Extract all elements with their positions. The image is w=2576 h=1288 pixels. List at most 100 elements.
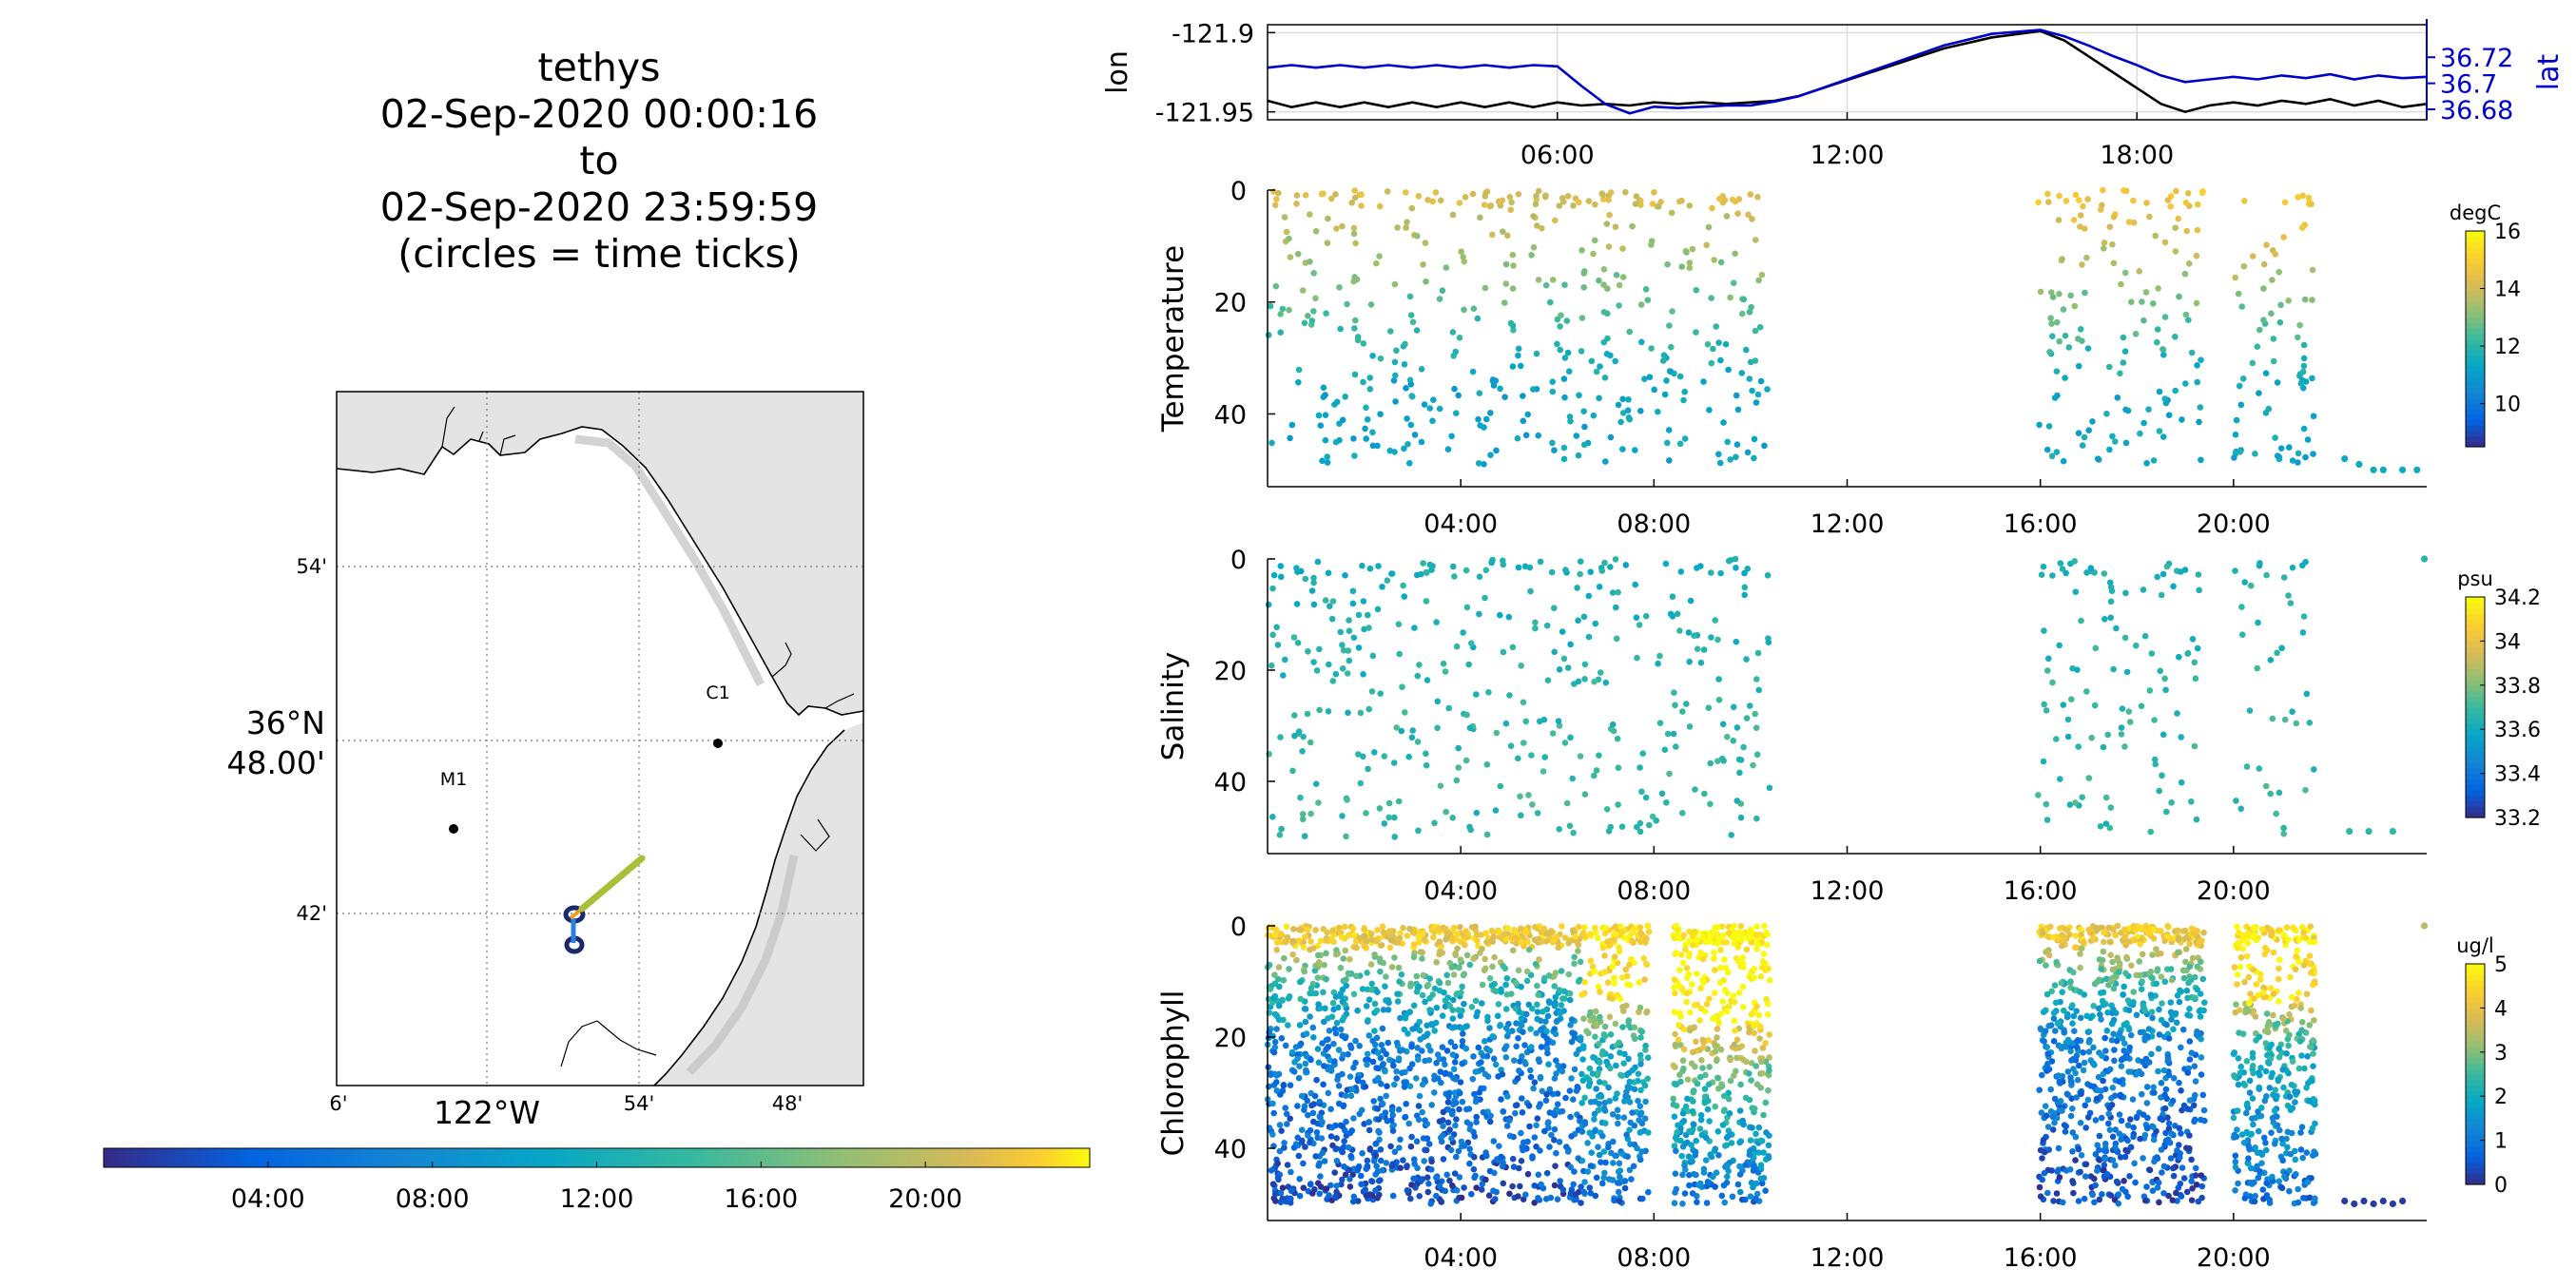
chlorophyll-point — [2145, 1059, 2153, 1066]
station-m1-marker — [449, 824, 458, 834]
salinity-point — [1753, 724, 1760, 731]
chlorophyll-point — [1531, 1134, 1539, 1141]
chlorophyll-point — [2067, 1112, 2075, 1120]
chlorophyll-point — [2081, 1059, 2088, 1067]
salinity-point — [1741, 584, 1749, 591]
chlorophyll-point — [2045, 1066, 2053, 1073]
temperature-point — [1599, 191, 1606, 198]
temperature-point — [1573, 433, 1580, 439]
salinity-point — [2101, 616, 2108, 623]
chlorophyll-point — [2169, 1197, 2177, 1203]
temperature-point — [1522, 432, 1530, 439]
chlorophyll-point — [1359, 986, 1366, 992]
salinity-point — [1515, 564, 1522, 571]
chlorophyll-point — [1372, 1152, 1380, 1159]
chlorophyll-point — [1618, 928, 1626, 935]
chlorophyll-point — [2155, 1179, 2162, 1186]
temperature-point — [1273, 196, 1280, 202]
chlorophyll-point — [2049, 1113, 2056, 1121]
chlorophyll-point — [2112, 1162, 2119, 1169]
chlorophyll-point — [1273, 939, 1281, 946]
chlorophyll-point — [1756, 1023, 1764, 1030]
temperature-point — [2183, 227, 2190, 235]
chlorophyll-point — [1442, 997, 1449, 1004]
salinity-point — [2075, 743, 2082, 750]
salinity-point — [1743, 715, 1751, 721]
chlorophyll-point — [2170, 1075, 2178, 1082]
chlorophyll-point — [1492, 1196, 1499, 1202]
salinity-point — [1596, 584, 1603, 590]
temperature-point — [1680, 396, 1687, 404]
chlorophyll-point — [1317, 1183, 1325, 1190]
chlorophyll-point — [1375, 1074, 1382, 1082]
chlorophyll-point — [2087, 1083, 2095, 1089]
salinity-point — [2146, 687, 2154, 694]
chlorophyll-point — [1531, 1079, 1539, 1086]
chlorophyll-point — [1631, 1141, 1638, 1148]
temperature-point — [1716, 195, 1723, 202]
salinity-point — [1642, 612, 1650, 620]
chlorophyll-point — [1748, 1060, 1755, 1067]
salinity-point — [1307, 739, 1314, 746]
chlorophyll-point — [1718, 1192, 1726, 1200]
chlorophyll-point — [1296, 978, 1304, 986]
chlorophyll-point — [2262, 1140, 2269, 1146]
temperature-point — [2302, 453, 2309, 461]
chlorophyll-point — [1733, 1054, 1740, 1062]
chlorophyll-point — [2103, 1171, 2111, 1178]
chlorophyll-point — [2167, 1155, 2175, 1162]
chlorophyll-point — [1697, 1116, 1705, 1124]
temperature-point — [2262, 370, 2270, 377]
chlorophyll-point — [1579, 1070, 1585, 1078]
chlorophyll-point — [2116, 1078, 2122, 1085]
chlorophyll-point — [2232, 1159, 2239, 1165]
chlorophyll-point — [1372, 1187, 1379, 1194]
temperature-point — [1561, 394, 1568, 401]
salinity-point — [1733, 565, 1739, 571]
chlorophyll-point — [1387, 1143, 1394, 1150]
salinity-point — [1399, 683, 1405, 690]
temperature-point — [2081, 433, 2088, 441]
chlorophyll-point — [1393, 1039, 1401, 1047]
temperature-point — [1358, 202, 1365, 209]
chlorophyll-point — [1714, 1057, 1720, 1065]
chlorophyll-point — [1391, 954, 1398, 961]
temperature-point — [1348, 200, 1355, 206]
salinity-point — [2066, 801, 2074, 808]
temperature-point — [2175, 215, 2181, 222]
chlorophyll-point — [2077, 1120, 2084, 1126]
salinity-point — [1371, 749, 1378, 756]
temperature-colorbar-tick-label: 16 — [2494, 221, 2521, 244]
chlorophyll-point — [1577, 976, 1583, 984]
chlorophyll-point — [2274, 1092, 2280, 1100]
salinity-point — [2365, 828, 2373, 836]
chlorophyll-point — [1397, 1014, 1404, 1022]
salinity-point — [1527, 587, 1534, 595]
chlorophyll-point — [1269, 1032, 1276, 1040]
chlorophyll-point — [1305, 1132, 1311, 1139]
temperature-point — [1601, 375, 1609, 381]
salinity-point — [1297, 794, 1304, 801]
chlorophyll-point — [2295, 1199, 2302, 1206]
temperature-point — [1549, 388, 1557, 395]
chlorophyll-point — [2186, 973, 2193, 980]
chlorophyll-point — [2178, 1130, 2184, 1137]
chlorophyll-point — [2283, 1135, 2290, 1143]
chlorophyll-point — [1510, 1133, 1517, 1141]
chlorophyll-point — [1699, 1065, 1706, 1071]
map-water — [337, 427, 863, 1086]
chlorophyll-point — [2101, 1034, 2108, 1042]
temperature-point — [2076, 197, 2082, 203]
chlorophyll-point — [2280, 932, 2288, 939]
chlorophyll-point — [1746, 1070, 1753, 1077]
temperature-point — [1530, 213, 1537, 220]
chlorophyll-point — [1502, 981, 1509, 989]
chlorophyll-point — [1713, 930, 1720, 937]
chlorophyll-point — [2130, 1133, 2137, 1141]
salinity-point — [1381, 753, 1388, 759]
salinity-point — [1310, 659, 1317, 665]
salinity-point — [2239, 631, 2246, 638]
temperature-point — [2270, 336, 2277, 342]
temperature-point — [1324, 459, 1331, 466]
temperature-point — [1277, 311, 1284, 317]
